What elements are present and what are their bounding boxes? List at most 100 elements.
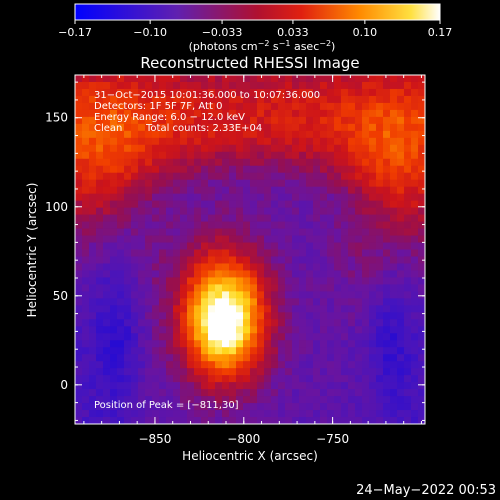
heatmap-cell (166, 256, 174, 264)
heatmap-cell (411, 256, 419, 264)
heatmap-cell (222, 382, 230, 390)
heatmap-cell (75, 179, 83, 188)
heatmap-cell (278, 340, 286, 348)
heatmap-cell (313, 410, 321, 418)
heatmap-cell (313, 158, 321, 167)
heatmap-cell (208, 172, 216, 181)
heatmap-cell (152, 116, 160, 125)
heatmap-cell (187, 242, 195, 250)
heatmap-cell (327, 200, 335, 209)
heatmap-cell (131, 137, 139, 146)
heatmap-cell (96, 144, 104, 153)
heatmap-cell (271, 326, 279, 334)
heatmap-cell (117, 277, 125, 285)
heatmap-cell (117, 109, 125, 118)
heatmap-cell (341, 95, 349, 104)
heatmap-cell (236, 200, 244, 209)
heatmap-cell (271, 144, 279, 153)
heatmap-cell (229, 102, 237, 111)
heatmap-cell (327, 172, 335, 181)
heatmap-cell (411, 235, 419, 243)
heatmap-cell (243, 158, 251, 167)
heatmap-cell (187, 228, 195, 236)
heatmap-cell (173, 95, 181, 104)
heatmap-cell (215, 347, 223, 355)
heatmap-cell (285, 193, 293, 202)
heatmap-cell (418, 165, 425, 174)
heatmap-cell (355, 235, 363, 243)
heatmap-cell (264, 298, 272, 306)
heatmap-cell (348, 193, 356, 202)
heatmap-cell (96, 312, 104, 320)
heatmap-cell (397, 116, 405, 125)
heatmap-cell (187, 193, 195, 202)
heatmap-cell (334, 263, 342, 271)
heatmap-cell (82, 235, 90, 243)
heatmap-cell (390, 165, 398, 174)
heatmap-cell (418, 214, 425, 222)
heatmap-cell (110, 151, 118, 160)
heatmap-cell (215, 403, 223, 411)
heatmap-cell (96, 193, 104, 202)
heatmap-cell (201, 151, 209, 160)
heatmap-cell (208, 319, 216, 327)
heatmap-cell (215, 137, 223, 146)
heatmap-cell (320, 354, 328, 362)
heatmap-cell (313, 396, 321, 404)
heatmap-cell (222, 109, 230, 118)
heatmap-cell (299, 144, 307, 153)
heatmap-cell (208, 235, 216, 243)
heatmap-cell (215, 172, 223, 181)
heatmap-cell (418, 200, 425, 209)
heatmap-cell (89, 417, 97, 424)
heatmap-cell (145, 200, 153, 209)
heatmap-cell (334, 375, 342, 383)
heatmap-cell (250, 158, 258, 167)
heatmap-cell (194, 102, 202, 111)
heatmap-cell (271, 109, 279, 118)
heatmap-cell (271, 347, 279, 355)
heatmap-cell (362, 144, 370, 153)
heatmap-cell (369, 193, 377, 202)
heatmap-cell (362, 172, 370, 181)
heatmap-cell (376, 193, 384, 202)
heatmap-cell (194, 326, 202, 334)
heatmap-cell (306, 256, 314, 264)
heatmap-cell (103, 116, 111, 125)
heatmap-cell (124, 214, 132, 222)
heatmap-cell (264, 193, 272, 202)
heatmap-cell (152, 284, 160, 292)
heatmap-cell (89, 298, 97, 306)
heatmap-cell (383, 263, 391, 271)
plot-area (75, 75, 425, 424)
heatmap-cell (201, 263, 209, 271)
heatmap-cell (390, 396, 398, 404)
heatmap-cell (201, 410, 209, 418)
heatmap-cell (222, 95, 230, 104)
heatmap-cell (383, 382, 391, 390)
heatmap-cell (383, 186, 391, 195)
heatmap-cell (390, 235, 398, 243)
heatmap-cell (131, 207, 139, 215)
heatmap-cell (82, 403, 90, 411)
heatmap-cell (313, 263, 321, 271)
heatmap-cell (390, 410, 398, 418)
heatmap-cell (292, 228, 300, 236)
heatmap-cell (215, 284, 223, 292)
heatmap-cell (334, 123, 342, 132)
heatmap-cell (292, 249, 300, 257)
heatmap-cell (411, 214, 419, 222)
heatmap-cell (362, 81, 370, 90)
heatmap-cell (334, 368, 342, 376)
heatmap-cell (299, 277, 307, 285)
heatmap-cell (306, 151, 314, 160)
heatmap-cell (89, 95, 97, 104)
heatmap-cell (110, 305, 118, 313)
heatmap-cell (257, 368, 265, 376)
heatmap-cell (145, 270, 153, 278)
heatmap-cell (320, 228, 328, 236)
heatmap-cell (201, 284, 209, 292)
heatmap-cell (194, 193, 202, 202)
heatmap-cell (418, 144, 425, 153)
heatmap-cell (348, 354, 356, 362)
